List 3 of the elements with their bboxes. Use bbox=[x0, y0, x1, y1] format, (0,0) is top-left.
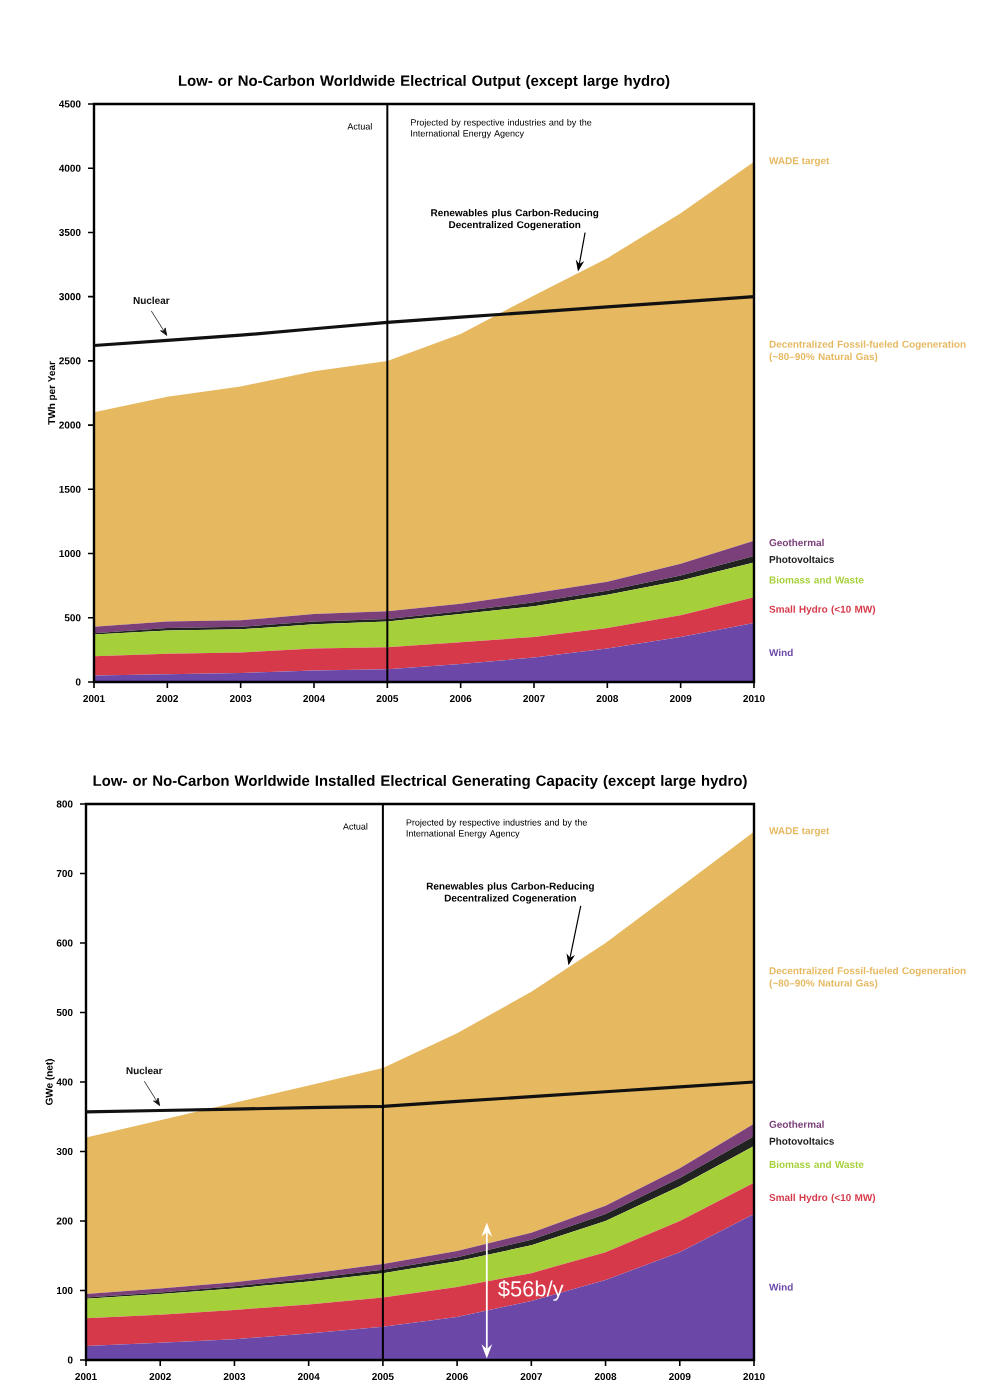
annotation: $56b/y bbox=[498, 1280, 564, 1301]
line-series bbox=[92, 295, 756, 348]
line-series bbox=[84, 1080, 756, 1114]
